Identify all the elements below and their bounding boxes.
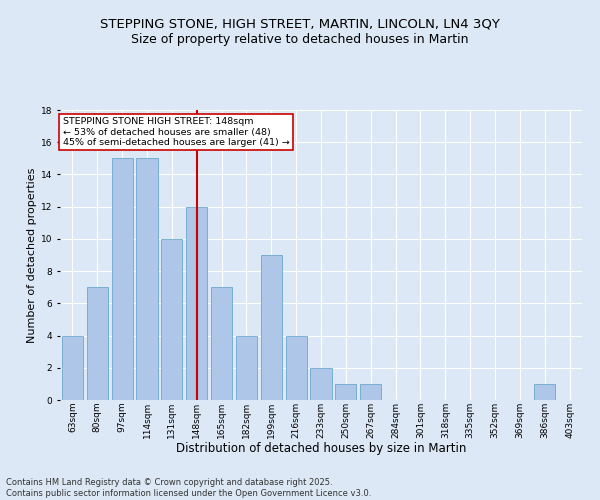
Bar (112, 158, 133, 400)
Bar (161, 239, 182, 400)
Text: Contains HM Land Registry data © Crown copyright and database right 2025.
Contai: Contains HM Land Registry data © Crown c… (6, 478, 371, 498)
Bar (261, 255, 282, 400)
X-axis label: Distribution of detached houses by size in Martin: Distribution of detached houses by size … (176, 442, 466, 455)
Bar (534, 384, 555, 400)
Bar (136, 158, 158, 400)
Text: STEPPING STONE HIGH STREET: 148sqm
← 53% of detached houses are smaller (48)
45%: STEPPING STONE HIGH STREET: 148sqm ← 53%… (62, 117, 289, 147)
Bar (286, 336, 307, 400)
Bar (236, 336, 257, 400)
Text: Size of property relative to detached houses in Martin: Size of property relative to detached ho… (131, 32, 469, 46)
Bar (360, 384, 381, 400)
Bar (62, 336, 83, 400)
Bar (87, 287, 108, 400)
Bar (211, 287, 232, 400)
Bar (335, 384, 356, 400)
Text: STEPPING STONE, HIGH STREET, MARTIN, LINCOLN, LN4 3QY: STEPPING STONE, HIGH STREET, MARTIN, LIN… (100, 18, 500, 30)
Bar (310, 368, 332, 400)
Bar (186, 206, 207, 400)
Y-axis label: Number of detached properties: Number of detached properties (26, 168, 37, 342)
